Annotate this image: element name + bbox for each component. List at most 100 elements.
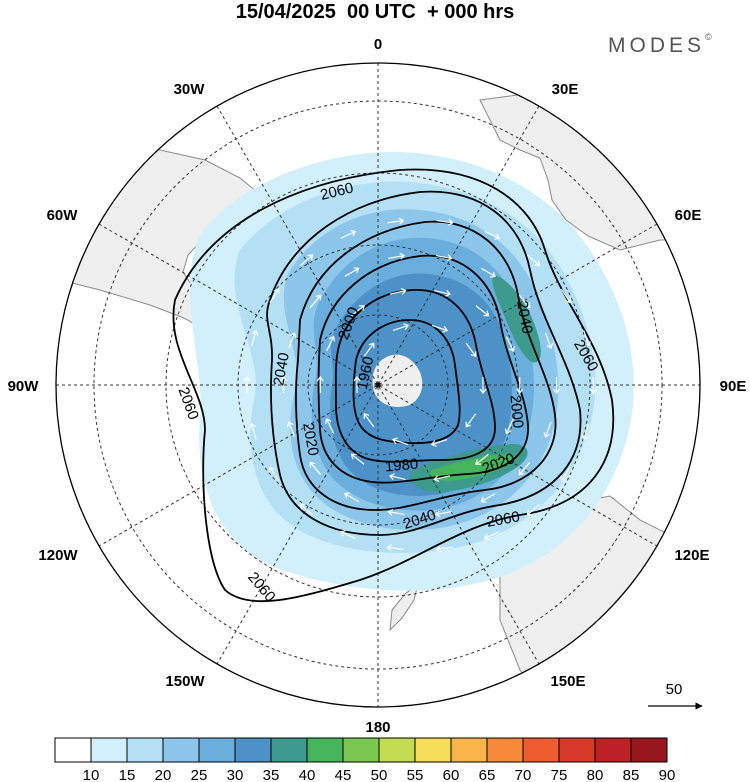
- height-contours: [172, 168, 615, 603]
- wind-arrow-icon: [553, 377, 560, 394]
- colorbar-swatch: [90, 737, 128, 763]
- contour-label: 2040: [270, 351, 293, 387]
- wind-arrow-icon: [389, 288, 407, 295]
- wind-arrow-icon: [363, 412, 375, 428]
- colorbar-swatch: [522, 737, 560, 763]
- wind-arrow-icon: [286, 421, 296, 438]
- meridian-label-150w: 150W: [165, 673, 205, 690]
- wind-arrow-icon: [480, 493, 496, 503]
- wind-arrow-icon: [268, 466, 280, 482]
- colorbar-swatch: [558, 737, 596, 763]
- colorbar-swatch: [162, 737, 200, 763]
- colorbar-tick-label: 55: [407, 767, 424, 782]
- wind-arrow-icon: [343, 492, 359, 503]
- colorbar-swatch: [630, 737, 668, 763]
- meridian-label-30w: 30W: [174, 81, 206, 98]
- wind-arrow-icon: [387, 508, 405, 516]
- wind-arrow-icon: [505, 336, 515, 352]
- wind-arrow-icon: [434, 289, 451, 297]
- wind-arrow-icon: [339, 530, 356, 539]
- wind-arrow-icon: [544, 332, 554, 349]
- colorbar-tick-label: 85: [623, 767, 640, 782]
- wind-arrow-icon: [433, 475, 451, 482]
- wind-arrow-icon: [430, 439, 448, 447]
- colorbar-tick-label: 10: [83, 767, 100, 782]
- map-title: 15/04/2025 00 UTC + 000 hrs: [235, 1, 515, 23]
- colorbar-swatch: [594, 737, 632, 763]
- colorbar-swatch: [414, 737, 452, 763]
- meridian-label-60w: 60W: [47, 207, 79, 224]
- meridian-label-180: 180: [365, 719, 390, 736]
- wind-arrow-icon: [243, 376, 251, 393]
- colorbar-swatch: [486, 737, 524, 763]
- wind-arrow-icon: [391, 437, 409, 446]
- wind-arrow-icon: [250, 329, 259, 347]
- contour-label: 2040: [513, 299, 536, 335]
- wind-arrow-icon: [518, 462, 531, 476]
- wind-arrow-icon: [325, 418, 335, 434]
- wind-arrow-icon: [389, 473, 406, 481]
- wind-arrow-icon: [504, 418, 514, 435]
- contour-2000: [317, 254, 529, 484]
- meridian-label-120e: 120E: [674, 547, 709, 564]
- colorbar-tick-label: 15: [119, 767, 136, 782]
- colorbar-tick-label: 45: [335, 767, 352, 782]
- meridian-label-0: 0: [374, 36, 382, 53]
- wind-arrow-icon: [363, 342, 375, 357]
- wind-arrow-icon: [280, 376, 287, 393]
- wind-arrow-icon: [434, 510, 452, 518]
- colorbar-swatch: [198, 737, 236, 763]
- wind-arrow-icon: [560, 288, 572, 304]
- colorbar-tick-label: 65: [479, 767, 496, 782]
- colorbar-swatch: [306, 737, 344, 763]
- wind-arrow-icon: [351, 305, 365, 317]
- colorbar-tick-label: 25: [191, 767, 208, 782]
- wind-arrow-icon: [431, 324, 449, 333]
- wind-arrow-icon: [309, 461, 322, 476]
- colorbar-tick-label: 30: [227, 767, 244, 782]
- wind-arrow-icon: [436, 218, 454, 226]
- wind-arrow-icon: [300, 254, 314, 266]
- contour-2040: [266, 190, 582, 536]
- wind-arrow-icon: [386, 544, 404, 552]
- wind-arrow-icon: [388, 252, 406, 260]
- contour-2060: [172, 168, 615, 603]
- colorbar-swatch: [378, 737, 416, 763]
- wind-arrow-icon: [353, 376, 361, 393]
- wind-arrow-icon: [288, 332, 297, 349]
- modes-logo: MODES©: [608, 32, 712, 57]
- colorbar-swatch: [342, 737, 380, 763]
- colorbar-tick-label: 70: [515, 767, 532, 782]
- meridian-label-60e: 60E: [675, 207, 702, 224]
- wind-arrow-icon: [516, 377, 524, 394]
- wind-arrow-icon: [326, 335, 336, 352]
- contour-2020: [295, 220, 557, 511]
- contour-label: 2060: [175, 385, 202, 422]
- wind-arrow-icon: [518, 294, 531, 309]
- colorbar-swatch: [54, 737, 92, 763]
- meridian-label-90e: 90E: [720, 378, 747, 395]
- colorbar-tick-label: 60: [443, 767, 460, 782]
- wind-arrow-icon: [316, 376, 324, 393]
- wind-arrow-icon: [309, 294, 322, 308]
- wind-arrow-icon: [583, 330, 591, 348]
- colorbar-tick-label: 75: [551, 767, 568, 782]
- wind-arrow-icon: [484, 231, 501, 240]
- colorbar-tick-label: 90: [659, 767, 676, 782]
- south-pole-marker: [375, 382, 381, 388]
- map-boundary: [55, 62, 701, 708]
- wind-arrow-icon: [249, 422, 257, 440]
- meridian-label-90w: 90W: [8, 378, 40, 395]
- contour-1980: [334, 289, 496, 463]
- reference-vector: 50: [648, 681, 703, 710]
- colorbar: 10 15 20 25 30 35 40 45 50 55 60 65 70 75 80 85 90: [54, 737, 676, 782]
- new-zealand: [389, 582, 419, 632]
- colorbar-tick-label: 50: [371, 767, 388, 782]
- wind-arrow-icon: [465, 342, 477, 358]
- wind-arrow-icon: [299, 503, 313, 516]
- colorbar-swatch: [450, 737, 488, 763]
- meridian-label-150e: 150E: [550, 673, 585, 690]
- wind-arrow-icon: [465, 413, 477, 428]
- wind-arrow-icon: [435, 545, 453, 553]
